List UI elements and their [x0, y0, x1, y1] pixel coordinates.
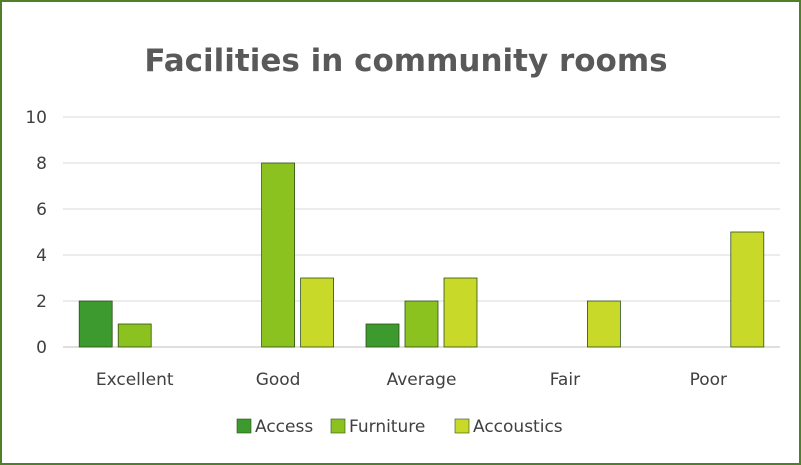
bar-accoustics-average [443, 277, 478, 348]
legend: Access Furniture Accoustics [236, 417, 563, 437]
x-tick-label: Poor [690, 370, 727, 390]
bar-furniture-average [404, 300, 439, 348]
bar-accoustics-good [300, 277, 335, 348]
y-axis-ticks: 0 2 4 6 8 10 [25, 108, 47, 358]
gridlines [63, 116, 780, 348]
y-tick-label: 6 [36, 200, 47, 220]
legend-label-accoustics: Accoustics [473, 417, 563, 437]
bar-furniture-excellent [117, 323, 152, 348]
legend-label-furniture: Furniture [349, 417, 425, 437]
x-axis-ticks: Excellent Good Average Fair Poor [96, 370, 727, 390]
x-tick-label: Good [256, 370, 301, 390]
bar-accoustics-poor [730, 231, 765, 348]
legend-swatch-furniture [330, 418, 346, 434]
y-tick-label: 0 [36, 338, 47, 358]
legend-swatch-access [236, 418, 252, 434]
legend-swatch-accoustics [454, 418, 470, 434]
chart-title: Facilities in community rooms [144, 43, 667, 79]
y-tick-label: 8 [36, 154, 47, 174]
y-tick-label: 4 [36, 246, 47, 266]
bar-access-average [365, 323, 400, 348]
x-tick-label: Average [387, 370, 457, 390]
y-tick-label: 2 [36, 292, 47, 312]
bars [78, 162, 765, 348]
bar-accoustics-fair [587, 300, 621, 348]
y-tick-label: 10 [25, 108, 47, 128]
bar-access-excellent [78, 300, 113, 348]
x-tick-label: Fair [550, 370, 580, 390]
bar-furniture-good [261, 162, 296, 348]
legend-label-access: Access [255, 417, 313, 437]
x-tick-label: Excellent [96, 370, 174, 390]
